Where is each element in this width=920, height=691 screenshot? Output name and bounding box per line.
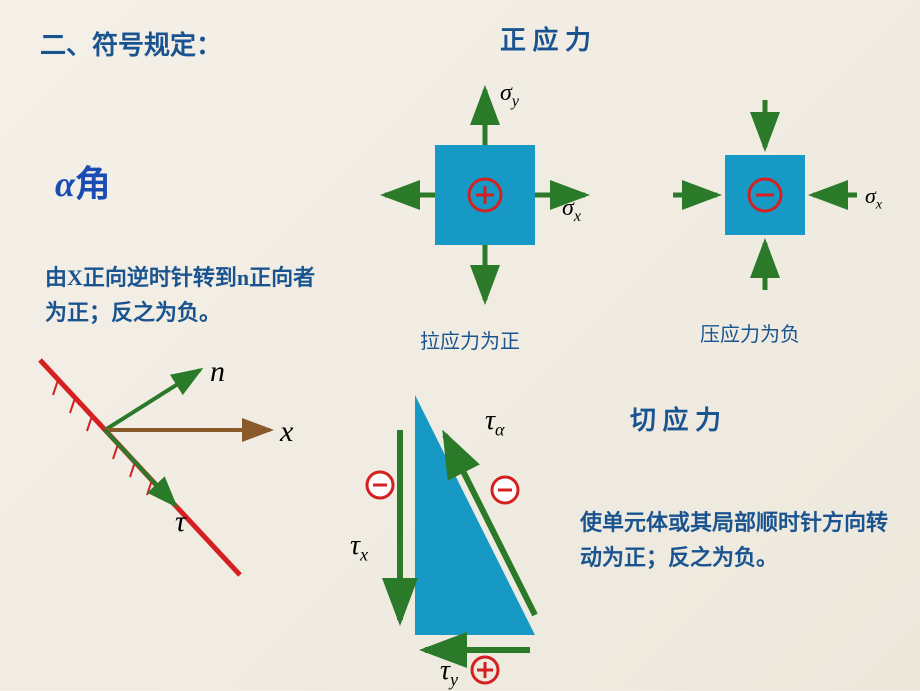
alpha-text: 角 — [75, 164, 111, 204]
shear-triangle — [340, 370, 580, 690]
sigma-x-label-tension: σx — [562, 195, 581, 226]
tau-axis-label: τ — [175, 505, 186, 539]
tension-label: 拉应力为正 — [420, 325, 520, 354]
sigma-y-label: σy — [500, 80, 519, 111]
normal-stress-title: 正 应 力 — [500, 20, 591, 57]
sigma-x-label-compression: σx — [865, 183, 882, 213]
alpha-symbol: α — [55, 164, 75, 204]
shear-stress-title: 切 应 力 — [630, 400, 721, 437]
compression-label: 压应力为负 — [700, 318, 800, 347]
x-axis-label: x — [280, 415, 293, 449]
rule1-text: 由X正向逆时针转到n正向者为正；反之为负。 — [45, 260, 325, 330]
n-axis-label: n — [210, 355, 225, 389]
alpha-label: α角 — [55, 155, 111, 207]
tau-y-label: τy — [440, 655, 458, 691]
rule2-text: 使单元体或其局部顺时针方向转动为正；反之为负。 — [580, 505, 890, 575]
compression-element — [655, 85, 885, 315]
tau-alpha-label: τα — [485, 405, 504, 441]
tau-x-label: τx — [350, 530, 368, 566]
section-title: 二、符号规定： — [40, 25, 222, 62]
angle-diagram — [20, 340, 330, 620]
